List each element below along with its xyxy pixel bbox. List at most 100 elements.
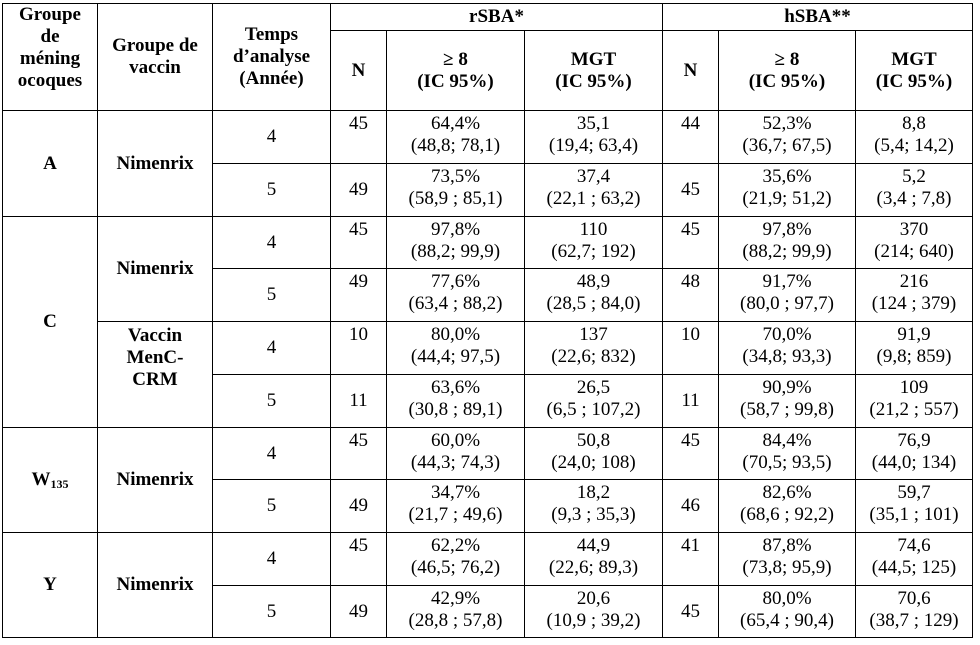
rsba-n-cell: 49 <box>330 585 387 638</box>
rsba-mgt-cell: 110 (62,7; 192) <box>524 216 663 269</box>
vaccine-nimenrix: Nimenrix <box>97 427 213 533</box>
time-cell: 5 <box>212 479 331 533</box>
table-row: A Nimenrix 4 45 64,4% (48,8; 78,1) 35,1 (19,4… <box>2 110 973 217</box>
rsba-ge8-cell: 60,0% (44,3; 74,3) <box>386 427 525 480</box>
hsba-ge8-cell: 80,0% (65,4 ; 90,4) <box>718 585 856 638</box>
hsba-ge8-cell: 90,9% (58,7 ; 99,8) <box>718 374 856 428</box>
header-hsba-n: N <box>662 30 719 111</box>
group-w135: W135 <box>2 427 98 533</box>
hsba-ge8-cell: 91,7% (80,0 ; 97,7) <box>718 268 856 322</box>
rsba-n-cell: 49 <box>330 163 387 217</box>
hsba-mgt-cell: 70,6 (38,7 ; 129) <box>855 585 973 638</box>
table-row: 5 49 42,9% (28,8 ; 57,8) 20,6 (10,9 ; 39,2) 45… <box>3 585 973 638</box>
hsba-n-cell: 11 <box>662 374 719 428</box>
hsba-mgt-cell: 8,8 (5,4; 14,2) <box>855 110 973 164</box>
header-groupe-meningocoques: Groupe de méning ocoques <box>2 3 98 111</box>
rsba-mgt-cell: 18,2 (9,3 ; 35,3) <box>524 479 663 533</box>
rsba-mgt-cell: 44,9 (22,6; 89,3) <box>524 532 663 586</box>
time-cell: 4 <box>212 427 331 480</box>
rsba-ge8-cell: 34,7% (21,7 ; 49,6) <box>386 479 525 533</box>
hsba-mgt-cell: 74,6 (44,5; 125) <box>855 532 973 586</box>
rsba-n-cell: 10 <box>330 321 387 375</box>
hsba-n-cell: 45 <box>662 427 719 480</box>
table-row: 5 49 34,7% (21,7 ; 49,6) 18,2 (9,3 ; 35,3) 46 8… <box>3 479 973 533</box>
table-row: 5 49 73,5% (58,9 ; 85,1) 37,4 (22,1 ; 63,2) 45… <box>3 163 973 217</box>
table-row: W135 Nimenrix 4 45 60,0% (44,3; 74,3) 50,8 (2… <box>2 427 973 533</box>
header-rsba: rSBA* <box>330 3 663 31</box>
hsba-n-cell: 41 <box>662 532 719 586</box>
hsba-mgt-cell: 76,9 (44,0; 134) <box>855 427 973 480</box>
rsba-ge8-cell: 64,4% (48,8; 78,1) <box>386 110 525 164</box>
hsba-n-cell: 45 <box>662 216 719 269</box>
rsba-ge8-cell: 97,8% (88,2; 99,9) <box>386 216 525 269</box>
vaccine-nimenrix: Nimenrix <box>97 216 213 322</box>
rsba-mgt-cell: 50,8 (24,0; 108) <box>524 427 663 480</box>
hsba-mgt-cell: 370 (214; 640) <box>855 216 973 269</box>
time-cell: 4 <box>212 216 331 269</box>
time-cell: 5 <box>212 163 331 217</box>
hsba-mgt-cell: 216 (124 ; 379) <box>855 268 973 322</box>
header-rsba-n: N <box>330 30 387 111</box>
rsba-n-cell: 45 <box>330 532 387 586</box>
results-table: Groupe de méning ocoques Groupe de vacci… <box>2 3 973 638</box>
rsba-ge8-cell: 62,2% (46,5; 76,2) <box>386 532 525 586</box>
hsba-ge8-cell: 87,8% (73,8; 95,9) <box>718 532 856 586</box>
hsba-ge8-cell: 70,0% (34,8; 93,3) <box>718 321 856 375</box>
hsba-mgt-cell: 109 (21,2 ; 557) <box>855 374 973 428</box>
hsba-mgt-cell: 5,2 (3,4 ; 7,8) <box>855 163 973 217</box>
hsba-ge8-cell: 84,4% (70,5; 93,5) <box>718 427 856 480</box>
time-cell: 5 <box>212 374 331 428</box>
header-hsba: hSBA** <box>662 3 973 31</box>
hsba-mgt-cell: 59,7 (35,1 ; 101) <box>855 479 973 533</box>
hsba-n-cell: 44 <box>662 110 719 164</box>
rsba-mgt-cell: 48,9 (28,5 ; 84,0) <box>524 268 663 322</box>
rsba-n-cell: 45 <box>330 216 387 269</box>
hsba-n-cell: 46 <box>662 479 719 533</box>
time-cell: 4 <box>212 532 331 586</box>
time-cell: 4 <box>212 321 331 375</box>
table-row: Vaccin MenC- CRM 4 10 80,0% (44,4; 97,5) 137… <box>3 321 973 428</box>
rsba-ge8-cell: 42,9% (28,8 ; 57,8) <box>386 585 525 638</box>
group-c: C <box>2 216 98 428</box>
hsba-mgt-cell: 91,9 (9,8; 859) <box>855 321 973 375</box>
rsba-n-cell: 49 <box>330 479 387 533</box>
header-rsba-mgt: MGT (IC 95%) <box>524 30 663 111</box>
table-row: 5 49 77,6% (63,4 ; 88,2) 48,9 (28,5 ; 84,0) 48… <box>3 268 973 322</box>
hsba-ge8-cell: 52,3% (36,7; 67,5) <box>718 110 856 164</box>
group-y: Y <box>2 532 98 638</box>
header-hsba-ge8: ≥ 8 (IC 95%) <box>718 30 856 111</box>
rsba-ge8-cell: 77,6% (63,4 ; 88,2) <box>386 268 525 322</box>
rsba-ge8-cell: 80,0% (44,4; 97,5) <box>386 321 525 375</box>
hsba-n-cell: 45 <box>662 585 719 638</box>
rsba-mgt-cell: 26,5 (6,5 ; 107,2) <box>524 374 663 428</box>
vaccine-nimenrix: Nimenrix <box>97 532 213 638</box>
header-rsba-ge8: ≥ 8 (IC 95%) <box>386 30 525 111</box>
hsba-n-cell: 45 <box>662 163 719 217</box>
table-row: Y Nimenrix 4 45 62,2% (46,5; 76,2) 44,9 (22,6… <box>2 532 973 638</box>
time-cell: 5 <box>212 268 331 322</box>
header-temps-analyse: Temps d’analyse (Année) <box>212 3 331 111</box>
header-groupe-vaccin: Groupe de vaccin <box>97 3 213 111</box>
rsba-mgt-cell: 37,4 (22,1 ; 63,2) <box>524 163 663 217</box>
hsba-n-cell: 10 <box>662 321 719 375</box>
rsba-mgt-cell: 20,6 (10,9 ; 39,2) <box>524 585 663 638</box>
rsba-n-cell: 45 <box>330 110 387 164</box>
table-row: 5 11 63,6% (30,8 ; 89,1) 26,5 (6,5 ; 107,2) 11… <box>3 374 973 428</box>
header-hsba-mgt: MGT (IC 95%) <box>855 30 973 111</box>
hsba-ge8-cell: 35,6% (21,9; 51,2) <box>718 163 856 217</box>
vaccine-nimenrix: Nimenrix <box>97 110 213 217</box>
rsba-n-cell: 49 <box>330 268 387 322</box>
vaccine-menc-crm: Vaccin MenC- CRM <box>97 321 213 428</box>
rsba-ge8-cell: 73,5% (58,9 ; 85,1) <box>386 163 525 217</box>
rsba-ge8-cell: 63,6% (30,8 ; 89,1) <box>386 374 525 428</box>
rsba-mgt-cell: 35,1 (19,4; 63,4) <box>524 110 663 164</box>
rsba-n-cell: 45 <box>330 427 387 480</box>
time-cell: 5 <box>212 585 331 638</box>
rsba-n-cell: 11 <box>330 374 387 428</box>
hsba-ge8-cell: 82,6% (68,6 ; 92,2) <box>718 479 856 533</box>
hsba-n-cell: 48 <box>662 268 719 322</box>
time-cell: 4 <box>212 110 331 164</box>
table-row: C Nimenrix 4 45 97,8% (88,2; 99,9) 110 (62,7;… <box>2 216 973 428</box>
hsba-ge8-cell: 97,8% (88,2; 99,9) <box>718 216 856 269</box>
rsba-mgt-cell: 137 (22,6; 832) <box>524 321 663 375</box>
